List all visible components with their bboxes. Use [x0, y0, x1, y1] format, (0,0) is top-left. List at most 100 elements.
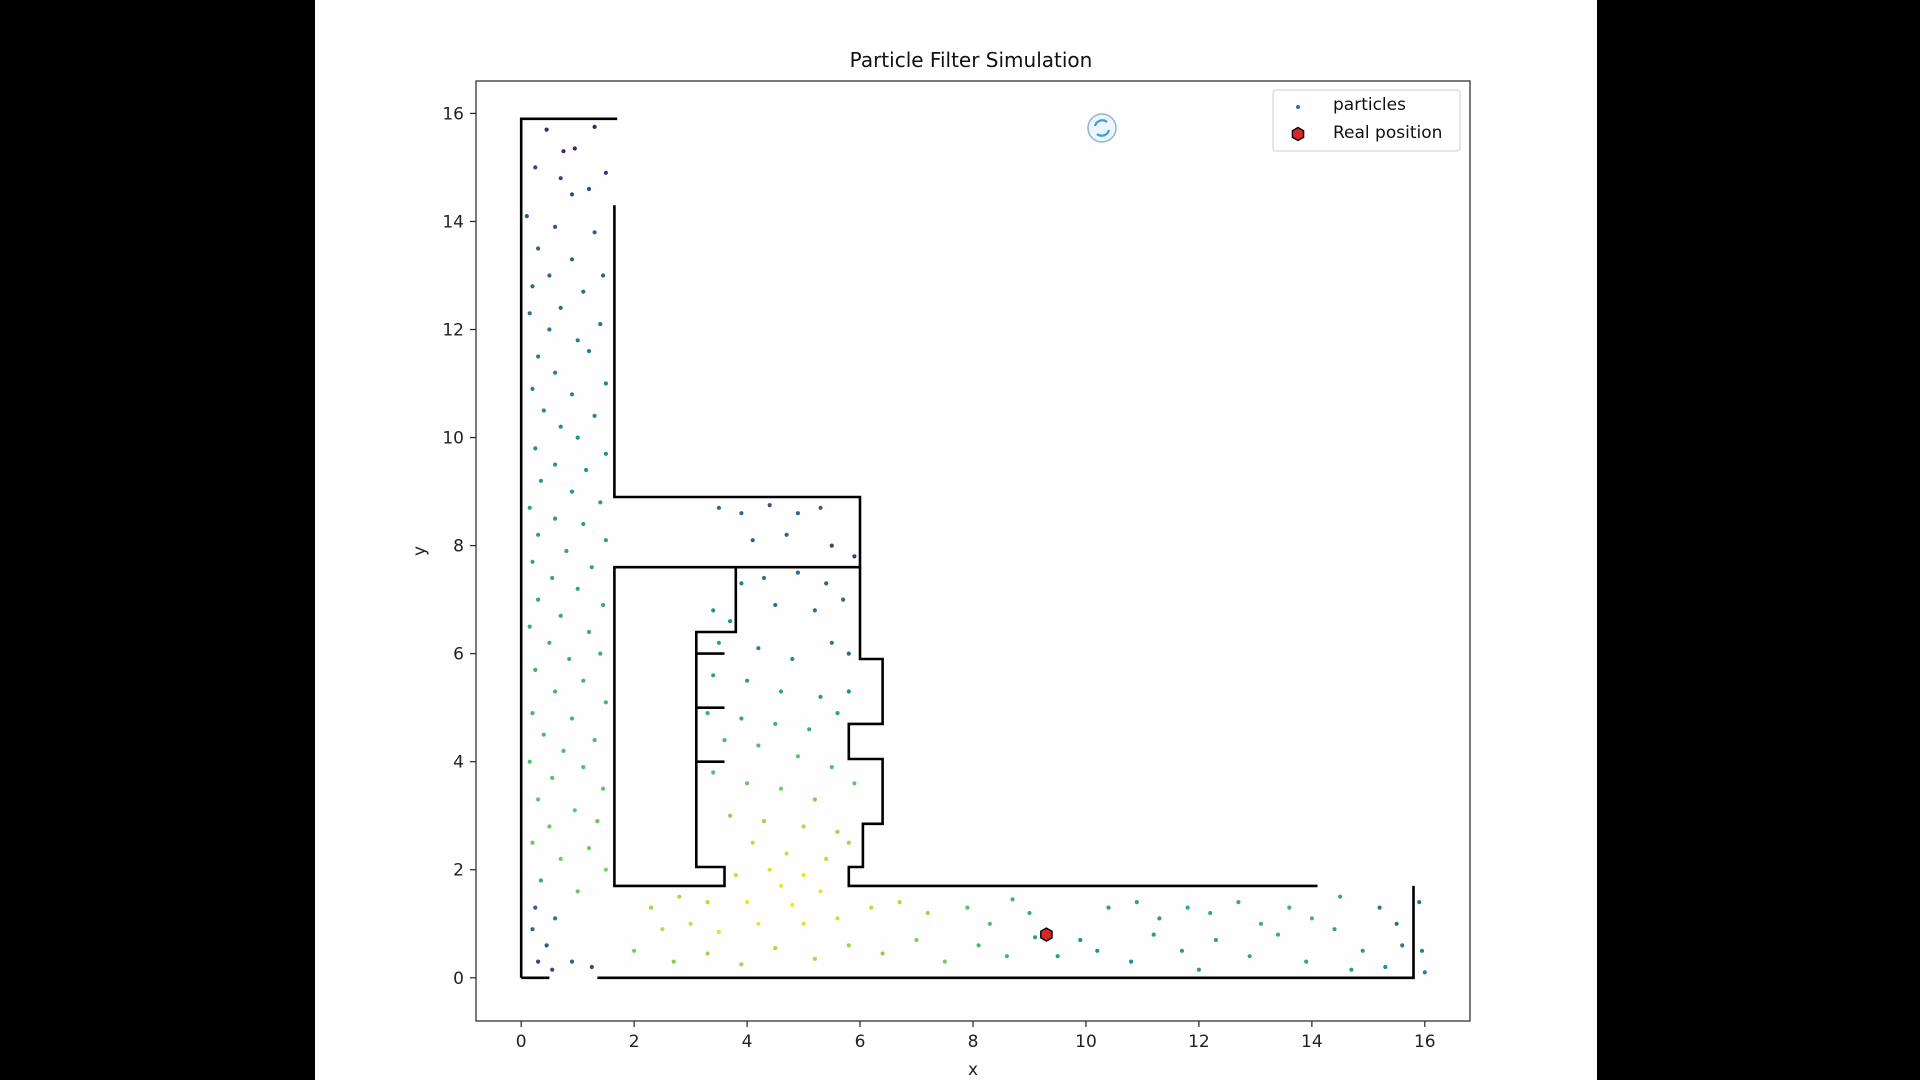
- particle-point: [1236, 900, 1241, 905]
- particle-point: [705, 951, 710, 956]
- particle-point: [1033, 935, 1038, 940]
- particle-point: [553, 370, 558, 375]
- particle-point: [581, 765, 586, 770]
- particle-point: [711, 673, 716, 678]
- particle-point: [801, 873, 806, 878]
- particle-point: [592, 738, 597, 743]
- particle-point: [558, 856, 563, 862]
- particle-point: [739, 716, 744, 721]
- particle-point: [795, 570, 800, 575]
- particle-point: [1213, 937, 1218, 943]
- particle-point: [595, 819, 600, 824]
- particle-point: [1309, 916, 1314, 921]
- particle-filter-chart: Particle Filter Simulation 0 2 4 6 8 10 12 14 16…: [410, 48, 1471, 1080]
- particle-point: [530, 284, 535, 289]
- particle-point: [575, 338, 580, 343]
- particle-point: [1332, 927, 1337, 932]
- particle-point: [739, 511, 744, 516]
- particle-point: [745, 781, 750, 786]
- particle-point: [812, 608, 817, 613]
- particle-point: [564, 548, 569, 554]
- particle-point: [965, 905, 970, 910]
- particle-point: [569, 959, 575, 964]
- particle-point: [739, 581, 744, 586]
- y-axis: 0 2 4 6 8 10 12 14 16: [442, 104, 476, 989]
- particle-point: [1417, 900, 1422, 905]
- particle-point: [586, 846, 592, 851]
- particle-point: [586, 629, 592, 635]
- particle-point: [538, 878, 543, 883]
- particle-point: [818, 889, 823, 894]
- particle-point: [553, 516, 558, 521]
- particle-point: [1287, 905, 1292, 910]
- y-tick-label: 12: [442, 321, 464, 341]
- particle-point: [592, 124, 597, 129]
- walls-layer: [519, 117, 1415, 980]
- particle-point: [569, 257, 575, 262]
- particle-point: [671, 959, 676, 964]
- particle-point: [1129, 959, 1134, 964]
- particle-point: [987, 921, 993, 926]
- particle-point: [603, 538, 608, 543]
- particle-point: [925, 910, 930, 916]
- particle-point: [530, 559, 535, 564]
- wall-segment: [847, 567, 1318, 888]
- particle-point: [558, 176, 563, 181]
- particle-point: [1185, 905, 1190, 910]
- particle-point: [835, 829, 840, 835]
- particle-point: [649, 905, 654, 910]
- particle-point: [784, 532, 789, 537]
- particle-point: [524, 214, 529, 219]
- particle-point: [541, 732, 546, 737]
- particle-point: [547, 273, 552, 278]
- particle-point: [569, 192, 575, 197]
- x-tick-label: 4: [742, 1032, 753, 1052]
- y-tick-label: 0: [453, 969, 464, 989]
- particle-point: [544, 943, 549, 948]
- particle-point: [733, 873, 738, 878]
- particle-point: [1258, 921, 1264, 926]
- particle-point: [1157, 916, 1162, 921]
- figure: Particle Filter Simulation 0 2 4 6 8 10 12 14 16…: [315, 0, 1597, 1080]
- particle-point: [553, 916, 558, 921]
- particle-point: [852, 554, 857, 559]
- particle-point: [1208, 910, 1213, 916]
- particle-point: [598, 651, 603, 656]
- particle-point: [756, 646, 761, 651]
- particle-point: [572, 808, 577, 813]
- particle-point: [829, 543, 834, 548]
- particle-point: [942, 959, 947, 964]
- particle-point: [601, 602, 606, 608]
- legend-real-position-marker: [1291, 126, 1305, 142]
- x-tick-label: 8: [968, 1032, 979, 1052]
- particle-point: [547, 640, 552, 645]
- particle-point: [632, 948, 637, 953]
- particle-point: [778, 689, 784, 694]
- particle-point: [1338, 894, 1343, 899]
- particle-point: [773, 721, 778, 727]
- particle-point: [527, 505, 532, 510]
- particle-point: [603, 451, 608, 456]
- particle-point: [705, 900, 710, 905]
- particle-point: [1095, 948, 1100, 953]
- particle-point: [603, 867, 608, 872]
- particle-point: [550, 775, 555, 781]
- particle-point: [716, 640, 721, 645]
- particle-point: [812, 797, 817, 802]
- particle-point: [541, 408, 546, 413]
- particle-point: [536, 532, 541, 537]
- particle-point: [1422, 970, 1427, 975]
- particle-point: [536, 597, 541, 602]
- particle-point: [846, 651, 851, 656]
- particle-point: [586, 349, 592, 354]
- particle-point: [761, 819, 767, 824]
- y-tick-label: 4: [453, 753, 464, 773]
- particle-point: [1004, 954, 1010, 959]
- particle-point: [527, 624, 532, 629]
- particle-point: [824, 856, 829, 862]
- x-tick-label: 6: [855, 1032, 866, 1052]
- particle-point: [547, 824, 552, 829]
- particle-point: [705, 711, 710, 716]
- particle-point: [711, 770, 716, 775]
- particle-point: [1383, 964, 1388, 970]
